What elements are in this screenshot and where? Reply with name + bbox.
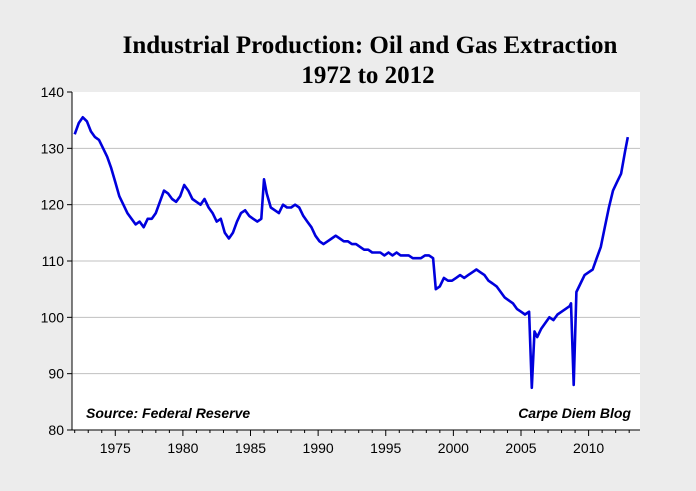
x-tick-label: 1990 xyxy=(303,440,334,456)
x-tick-label: 1975 xyxy=(100,440,131,456)
x-tick-label: 2010 xyxy=(573,440,604,456)
series-line xyxy=(73,116,630,390)
x-tick-label: 1980 xyxy=(167,440,198,456)
y-tick-label: 100 xyxy=(41,309,65,325)
x-tick-label: 1995 xyxy=(370,440,401,456)
y-tick-label: 140 xyxy=(41,84,65,100)
y-tick-label: 120 xyxy=(41,197,65,213)
y-tick-label: 110 xyxy=(42,253,65,269)
blog-annotation: Carpe Diem Blog xyxy=(518,405,631,421)
x-tick-label: 2005 xyxy=(505,440,536,456)
x-tick-label: 2000 xyxy=(438,440,469,456)
y-tick-label: 90 xyxy=(48,366,64,382)
source-annotation: Source: Federal Reserve xyxy=(86,405,250,421)
y-tick-label: 130 xyxy=(41,140,65,156)
plot-area: 80 90 100 110 120 130 140 1975 1980 1985 1990 1995 2… xyxy=(41,84,640,456)
chart-subtitle: 1972 to 2012 xyxy=(301,62,435,89)
y-tick-label: 80 xyxy=(48,422,64,438)
chart-title: Industrial Production: Oil and Gas Extra… xyxy=(122,32,618,59)
x-tick-label: 1985 xyxy=(235,440,266,456)
